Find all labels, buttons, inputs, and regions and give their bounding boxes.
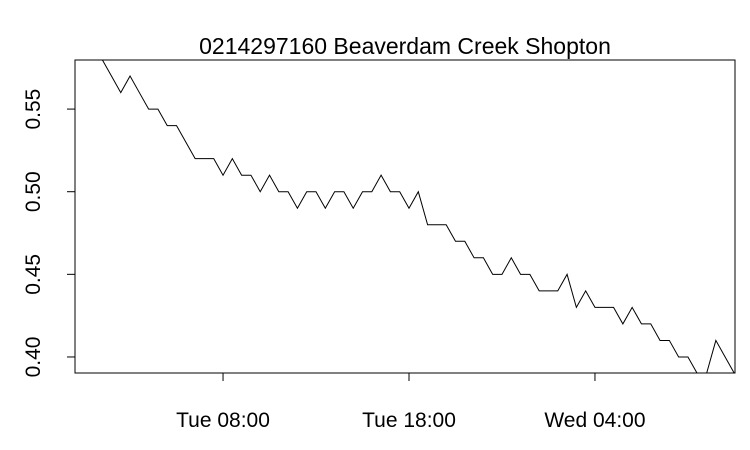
chart-title: 0214297160 Beaverdam Creek Shopton (199, 33, 611, 59)
plot-frame (74, 59, 736, 374)
y-tick-label: 0.55 (22, 89, 45, 130)
y-tick-label: 0.40 (22, 337, 45, 378)
y-tick-label: 0.50 (22, 171, 45, 212)
x-tick-label: Tue 18:00 (362, 409, 456, 432)
data-line (101, 60, 735, 373)
x-tick-label: Tue 08:00 (176, 409, 270, 432)
x-tick-label: Wed 04:00 (544, 409, 645, 432)
y-tick-label: 0.45 (22, 254, 45, 295)
